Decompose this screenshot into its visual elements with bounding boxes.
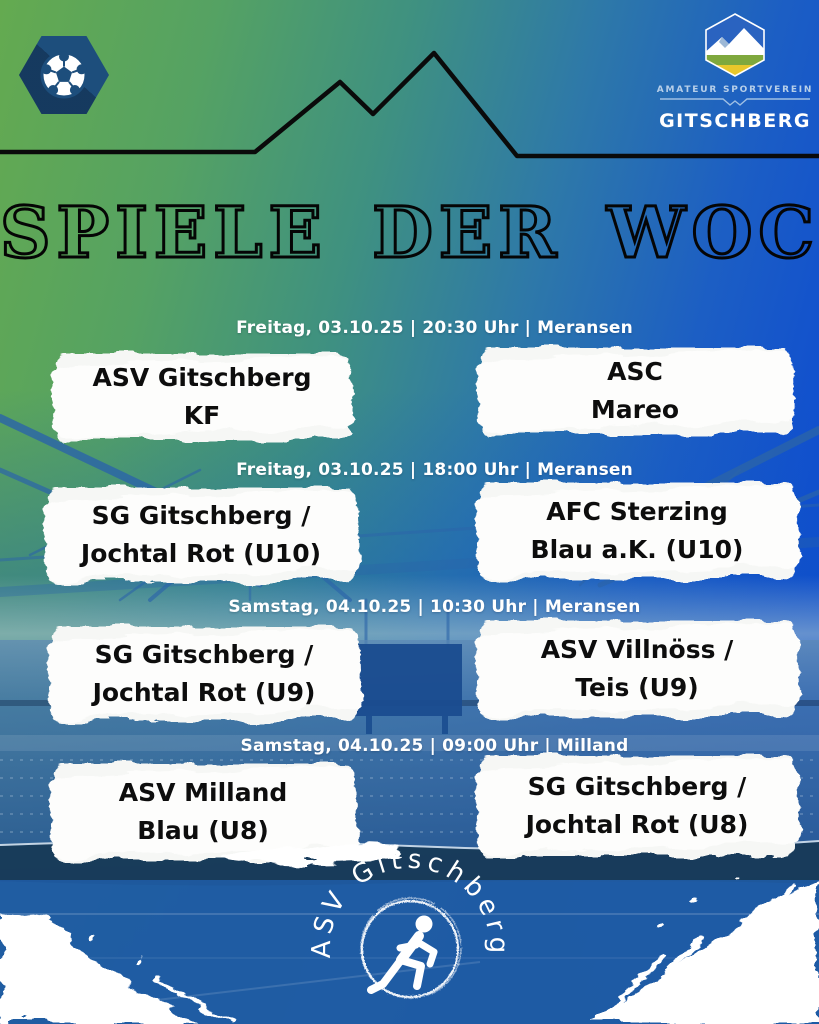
match-info: Samstag, 04.10.25 | 10:30 Uhr | Meransen — [228, 597, 641, 617]
chevron-divider-icon — [660, 98, 810, 106]
team-name-line: Jochtal Rot (U8) — [525, 810, 749, 839]
splatter-bottom-left — [0, 910, 234, 1024]
team-name-line: ASV Milland — [118, 778, 288, 807]
team-name-line: KF — [183, 401, 221, 430]
club-subtitle: AMATEUR SPORTVEREIN — [656, 85, 814, 95]
brush-stroke-bg — [480, 756, 794, 856]
team-name-line: Jochtal Rot (U9) — [92, 678, 316, 707]
away-team-box: SG Gitschberg / Jochtal Rot (U8) — [480, 756, 794, 856]
match-info: Samstag, 04.10.25 | 09:00 Uhr | Milland — [240, 736, 629, 756]
team-name-line: ASV Villnöss / — [540, 635, 734, 664]
team-name-line: SG Gitschberg / — [94, 640, 314, 669]
match-info: Freitag, 03.10.25 | 18:00 Uhr | Meransen — [236, 460, 633, 480]
brush-stroke-bg — [52, 627, 356, 721]
ring-text: ASV Gitschberg — [307, 845, 513, 959]
team-name-line: Mareo — [590, 395, 680, 424]
away-team-box: ASV Villnöss / Teis (U9) — [480, 621, 794, 717]
team-name-line: SG Gitschberg / — [91, 501, 311, 530]
club-name: GITSCHBERG — [659, 110, 811, 132]
page-title: SPIELE DER WOCHE — [0, 190, 819, 276]
sketch-ring-icon — [360, 897, 462, 999]
away-team-box: AFC Sterzing Blau a.K. (U10) — [480, 483, 794, 579]
brush-stroke-bg — [481, 348, 789, 434]
brush-stroke-bg — [56, 354, 348, 440]
splatter-bottom-right — [588, 877, 819, 1024]
team-name-line: Blau a.K. (U10) — [530, 535, 744, 564]
team-name-line: SG Gitschberg / — [527, 772, 747, 801]
team-name-line: Teis (U9) — [575, 673, 699, 702]
stadium-pitch — [0, 880, 819, 1024]
team-name-line: Jochtal Rot (U10) — [80, 539, 322, 568]
brush-stroke-bg — [480, 483, 794, 579]
brush-stroke-bg — [54, 764, 352, 860]
home-team-box: ASV Gitschberg KF — [56, 354, 348, 440]
soccer-ball-icon — [40, 51, 88, 99]
match-info: Freitag, 03.10.25 | 20:30 Uhr | Meransen — [236, 318, 633, 338]
soccer-ball-badge — [19, 36, 109, 114]
stadium-scoreboard — [352, 644, 462, 734]
team-name-line: ASV Gitschberg — [92, 363, 312, 392]
home-team-box: ASV Milland Blau (U8) — [54, 764, 352, 860]
home-team-box: SG Gitschberg / Jochtal Rot (U9) — [52, 627, 356, 721]
away-team-box: ASC Mareo — [481, 348, 789, 434]
mountain-hexagon-icon — [705, 13, 765, 77]
brush-stroke-bg — [480, 621, 794, 717]
team-name-line: ASC — [607, 357, 663, 386]
team-name-line: Blau (U8) — [137, 816, 269, 845]
club-logo: AMATEUR SPORTVEREIN GITSCHBERG — [655, 8, 815, 132]
running-player-icon — [367, 915, 438, 994]
brush-stroke-bg — [48, 488, 354, 582]
team-name-line: AFC Sterzing — [546, 497, 728, 526]
home-team-box: SG Gitschberg / Jochtal Rot (U10) — [48, 488, 354, 582]
